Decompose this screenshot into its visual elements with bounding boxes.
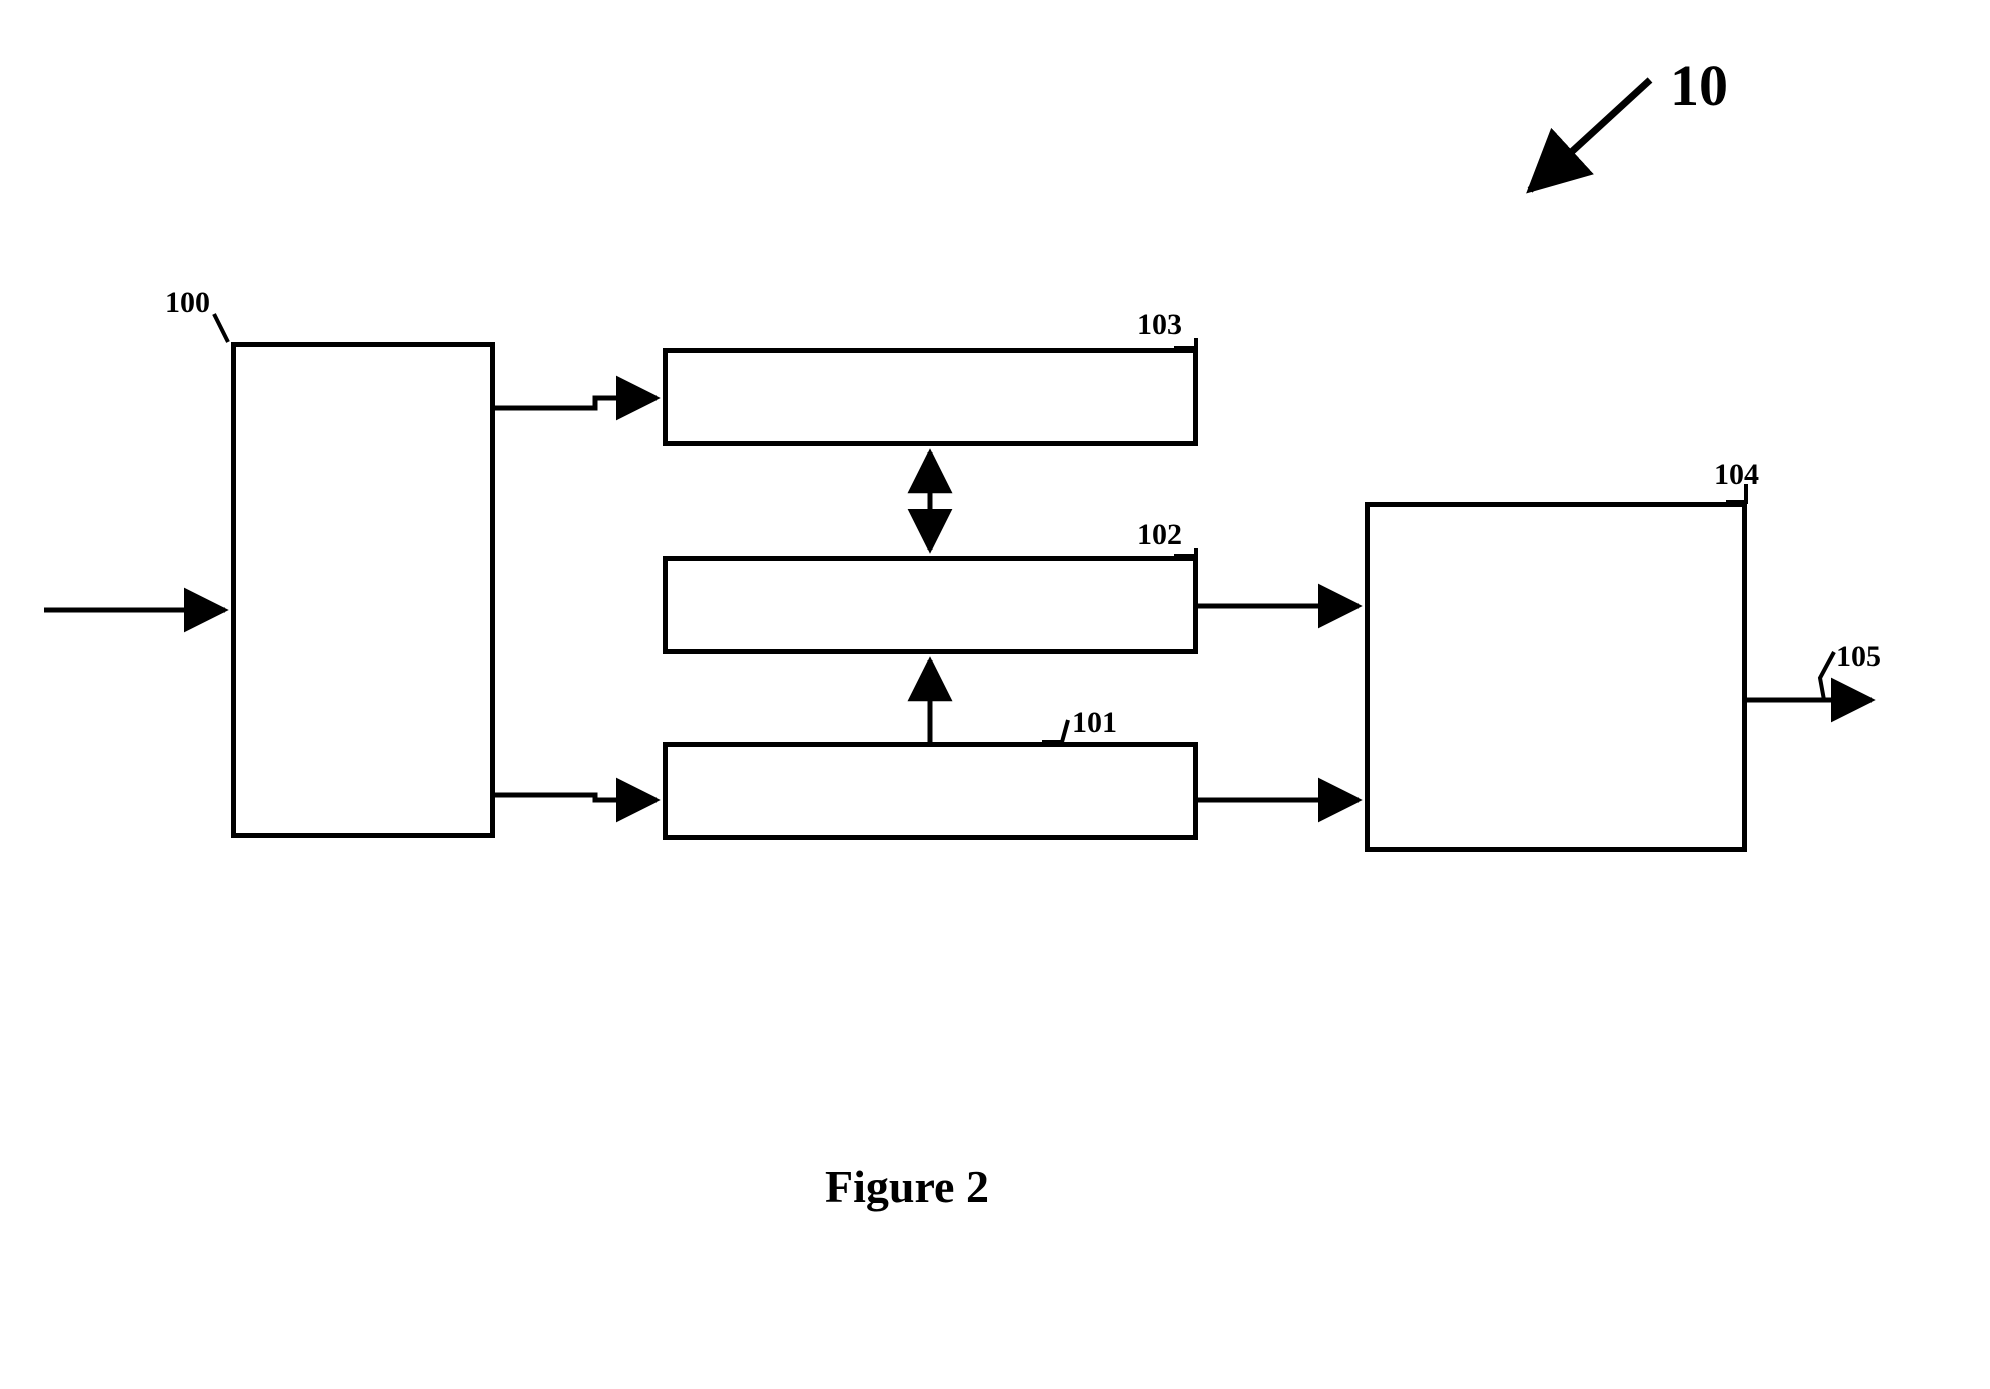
block-103	[663, 348, 1198, 446]
leader-101	[1042, 720, 1068, 742]
label-101: 101	[1072, 706, 1117, 740]
block-104	[1365, 502, 1747, 852]
edge-100-to-103	[495, 398, 657, 408]
leader-100	[214, 314, 228, 342]
block-100	[231, 342, 495, 838]
label-103: 103	[1137, 308, 1182, 342]
label-102: 102	[1137, 518, 1182, 552]
label-104: 104	[1714, 458, 1759, 492]
edge-100-to-101	[495, 795, 657, 800]
label-105: 105	[1836, 640, 1881, 674]
figure-ref-arrow	[1530, 80, 1650, 190]
figure-caption: Figure 2	[825, 1160, 989, 1213]
block-101	[663, 742, 1198, 840]
leader-105	[1820, 652, 1834, 700]
label-100: 100	[165, 286, 210, 320]
label-figure-ref: 10	[1670, 52, 1728, 119]
diagram-canvas: 100 103 102 101 104 105 10 Figure 2	[0, 0, 1990, 1389]
block-102	[663, 556, 1198, 654]
